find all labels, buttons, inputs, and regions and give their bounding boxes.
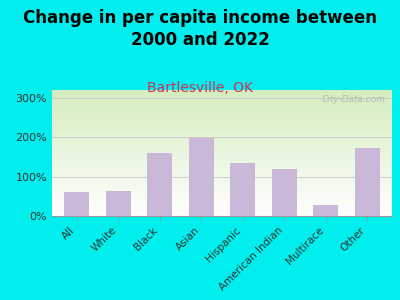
Bar — [189, 138, 214, 216]
Text: Change in per capita income between
2000 and 2022: Change in per capita income between 2000… — [23, 9, 377, 49]
Text: City-Data.com: City-Data.com — [321, 95, 385, 104]
Bar — [313, 205, 338, 216]
Bar — [355, 148, 380, 216]
Bar — [106, 191, 131, 216]
Text: Bartlesville, OK: Bartlesville, OK — [147, 81, 253, 95]
Bar — [147, 153, 172, 216]
Bar — [230, 163, 255, 216]
Bar — [272, 169, 297, 216]
Bar — [64, 192, 89, 216]
